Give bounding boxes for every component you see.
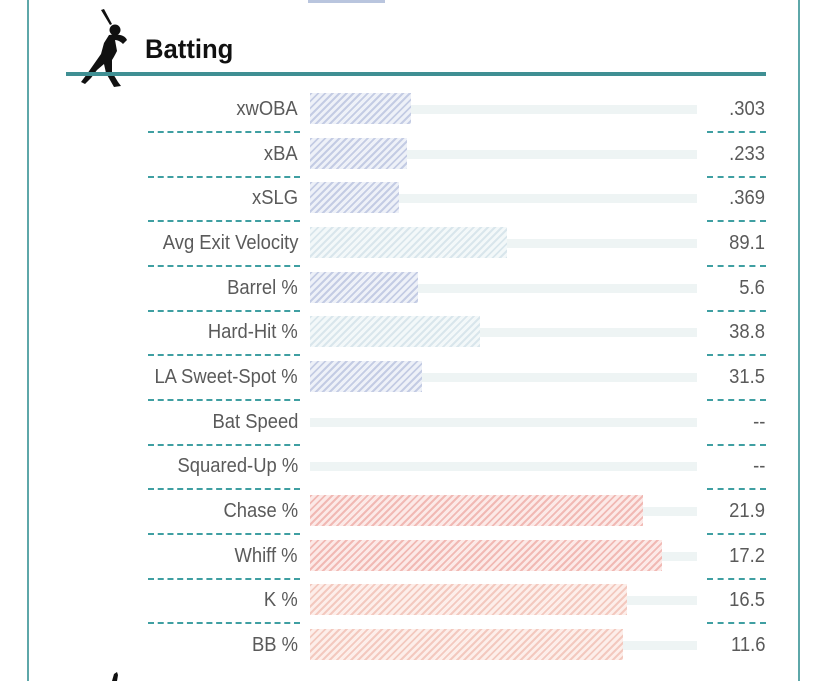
stat-row-avg-exit-velocity: Avg Exit Velocity 89.1 [0, 223, 828, 268]
row-divider-left [148, 399, 300, 401]
next-section-icon-fragment [112, 672, 118, 681]
stat-bar [310, 182, 399, 213]
stat-label: xBA [264, 143, 298, 165]
stat-row-la-sweet-spot-pct: LA Sweet-Spot % 31.5 [0, 357, 828, 402]
stat-bar [310, 316, 481, 347]
stat-track [310, 373, 697, 382]
stat-track [310, 328, 697, 337]
stat-value: 89.1 [729, 232, 765, 254]
stat-bar [310, 629, 624, 660]
stat-value: 16.5 [729, 589, 765, 611]
row-divider-left [148, 622, 300, 624]
stat-value: 11.6 [730, 634, 765, 656]
stat-row-whiff-pct: Whiff % 17.2 [0, 536, 828, 581]
stat-label: xwOBA [236, 98, 298, 120]
stat-value: .233 [729, 143, 765, 165]
row-divider-right [707, 578, 766, 580]
row-divider-right [707, 131, 766, 133]
stat-track [310, 418, 697, 427]
stat-row-bb-pct: BB % 11.6 [0, 625, 828, 670]
stat-label: Chase % [223, 500, 298, 522]
stat-value: .303 [729, 98, 765, 120]
row-divider-right [707, 622, 766, 624]
stat-bar [310, 495, 643, 526]
stat-label: BB % [251, 634, 298, 656]
row-divider-left [148, 488, 300, 490]
row-divider-right [707, 310, 766, 312]
stat-row-chase-pct: Chase % 21.9 [0, 491, 828, 536]
stat-bar [310, 361, 423, 392]
stat-row-k-pct: K % 16.5 [0, 580, 828, 625]
stat-label: Barrel % [227, 277, 298, 299]
row-divider-left [148, 265, 300, 267]
section-title: Batting [145, 34, 234, 64]
stat-track [310, 194, 697, 203]
stat-value: .369 [729, 187, 765, 209]
row-divider-left [148, 176, 300, 178]
stat-bar [310, 272, 419, 303]
row-divider-right [707, 354, 766, 356]
panel-left-border [27, 0, 29, 681]
stat-track [310, 284, 697, 293]
stat-value: 5.6 [739, 277, 765, 299]
row-divider-left [148, 354, 300, 356]
stat-bar [310, 93, 411, 124]
row-divider-right [707, 488, 766, 490]
stat-row-barrel-pct: Barrel % 5.6 [0, 268, 828, 313]
row-divider-left [148, 444, 300, 446]
stat-row-xwoba: xwOBA .303 [0, 89, 828, 134]
row-divider-left [148, 578, 300, 580]
stat-track [310, 150, 697, 159]
stat-label: Avg Exit Velocity [162, 232, 298, 254]
stat-value: 38.8 [729, 321, 765, 343]
stat-row-squared-up-pct: Squared-Up % -- [0, 446, 828, 491]
row-divider-left [148, 310, 300, 312]
row-divider-right [707, 265, 766, 267]
batting-section-header: Batting [66, 4, 766, 87]
stat-row-hard-hit-pct: Hard-Hit % 38.8 [0, 312, 828, 357]
row-divider-right [707, 399, 766, 401]
stat-row-xslg: xSLG .369 [0, 178, 828, 223]
row-divider-right [707, 220, 766, 222]
row-divider-right [707, 176, 766, 178]
row-divider-left [148, 220, 300, 222]
stat-label: Hard-Hit % [208, 321, 298, 343]
stat-value: 21.9 [729, 500, 765, 522]
stat-row-bat-speed: Bat Speed -- [0, 402, 828, 447]
row-divider-left [148, 533, 300, 535]
stat-track [310, 462, 697, 471]
row-divider-right [707, 533, 766, 535]
stat-value: -- [752, 411, 765, 433]
panel-right-border [798, 0, 800, 681]
stat-bar [310, 540, 663, 571]
stat-label: K % [264, 589, 298, 611]
stat-value: -- [752, 455, 765, 477]
stat-row-xba: xBA .233 [0, 134, 828, 179]
stat-label: Bat Speed [212, 411, 298, 433]
stat-label: Whiff % [234, 545, 298, 567]
row-divider-left [148, 131, 300, 133]
stat-bar [310, 227, 508, 258]
stat-value: 17.2 [729, 545, 765, 567]
stat-label: LA Sweet-Spot % [154, 366, 298, 388]
stat-label: Squared-Up % [177, 455, 298, 477]
header-divider [66, 72, 766, 76]
stat-label: xSLG [251, 187, 298, 209]
stat-track [310, 105, 697, 114]
stat-bar [310, 138, 407, 169]
stat-bar [310, 584, 628, 615]
stat-value: 31.5 [729, 366, 765, 388]
row-divider-right [707, 444, 766, 446]
previous-section-bar-fragment [308, 0, 385, 3]
batter-silhouette-icon [81, 9, 127, 87]
